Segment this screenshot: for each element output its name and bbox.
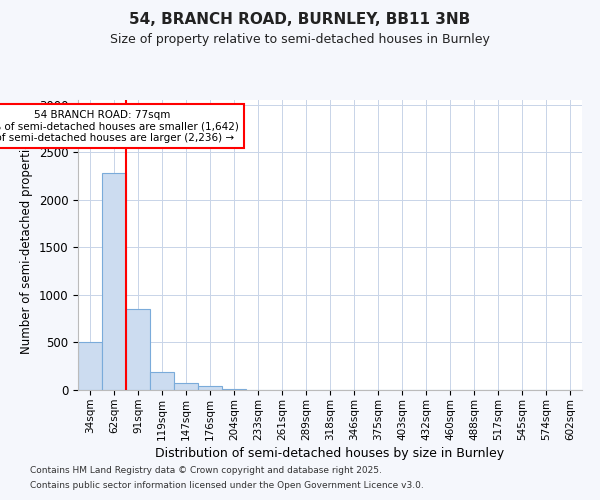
Bar: [150, 372, 174, 390]
Text: Contains HM Land Registry data © Crown copyright and database right 2025.: Contains HM Land Registry data © Crown c…: [30, 466, 382, 475]
Y-axis label: Number of semi-detached properties: Number of semi-detached properties: [20, 136, 33, 354]
Text: 54, BRANCH ROAD, BURNLEY, BB11 3NB: 54, BRANCH ROAD, BURNLEY, BB11 3NB: [130, 12, 470, 28]
Bar: [78, 342, 102, 390]
Bar: [102, 173, 126, 390]
Bar: [126, 309, 150, 390]
X-axis label: Distribution of semi-detached houses by size in Burnley: Distribution of semi-detached houses by …: [155, 446, 505, 460]
Bar: [198, 386, 222, 390]
Text: Contains public sector information licensed under the Open Government Licence v3: Contains public sector information licen…: [30, 481, 424, 490]
Bar: [222, 388, 246, 390]
Bar: [174, 383, 198, 390]
Text: Size of property relative to semi-detached houses in Burnley: Size of property relative to semi-detach…: [110, 32, 490, 46]
Text: 54 BRANCH ROAD: 77sqm
← 42% of semi-detached houses are smaller (1,642)
57% of s: 54 BRANCH ROAD: 77sqm ← 42% of semi-deta…: [0, 110, 238, 142]
